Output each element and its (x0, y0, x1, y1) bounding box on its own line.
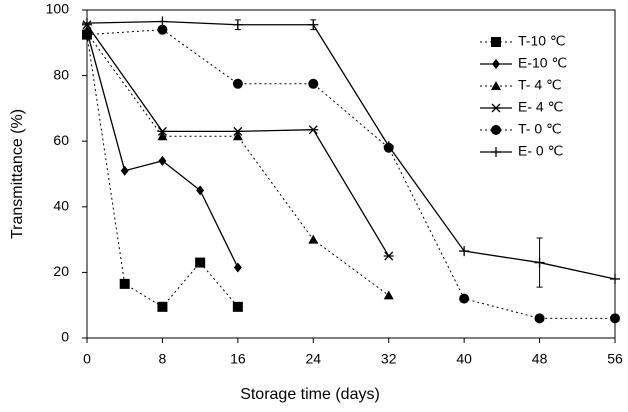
x-tick-label: 56 (607, 351, 623, 367)
marker (459, 246, 470, 257)
legend-label: T- 4 ℃ (518, 77, 562, 93)
y-tick-label: 100 (46, 1, 70, 17)
marker (157, 24, 168, 35)
marker (308, 19, 319, 30)
series-line (86, 31, 239, 268)
legend-label: E- 4 ℃ (518, 99, 563, 115)
x-tick-label: 0 (83, 351, 91, 367)
marker (491, 103, 501, 113)
y-tick-label: 80 (53, 66, 69, 82)
marker (157, 16, 168, 27)
marker (120, 165, 129, 176)
marker (232, 78, 243, 89)
marker (195, 257, 206, 268)
legend-label: T-10 ℃ (518, 33, 566, 49)
x-tick-label: 16 (230, 351, 246, 367)
marker (82, 29, 92, 40)
series-line (86, 20, 616, 280)
marker (383, 251, 394, 261)
legend-label: E-10 ℃ (518, 55, 567, 71)
marker (610, 273, 620, 284)
legend-label: E- 0 ℃ (518, 143, 563, 159)
legend-label: T- 0 ℃ (518, 121, 562, 137)
marker (308, 78, 319, 89)
marker (459, 293, 470, 304)
marker (383, 290, 394, 300)
marker (232, 301, 243, 312)
y-tick-label: 40 (53, 198, 69, 214)
marker (610, 313, 620, 324)
marker (383, 141, 394, 152)
marker (232, 126, 243, 136)
marker (534, 257, 545, 268)
y-tick-label: 20 (53, 263, 69, 279)
marker (157, 131, 168, 141)
y-tick-label: 60 (53, 132, 69, 148)
marker (308, 234, 319, 244)
y-axis-label: Transmittance (%) (9, 109, 26, 239)
series-line (86, 29, 615, 319)
series-line (86, 34, 239, 308)
marker (232, 19, 243, 30)
marker (158, 155, 167, 166)
marker (233, 262, 242, 273)
marker (491, 125, 501, 135)
marker (491, 147, 501, 157)
x-axis-label: Storage time (days) (240, 386, 380, 403)
marker (534, 313, 545, 324)
marker (232, 131, 243, 141)
x-tick-label: 48 (532, 351, 548, 367)
y-tick-label: 0 (61, 329, 69, 345)
series-line (86, 24, 390, 257)
marker (157, 126, 168, 136)
marker (119, 278, 130, 289)
series-line (86, 32, 390, 296)
marker (308, 125, 319, 135)
marker (82, 18, 92, 29)
x-tick-label: 24 (305, 351, 321, 367)
marker (492, 59, 500, 69)
marker (157, 301, 168, 312)
x-tick-label: 32 (381, 351, 397, 367)
plot-frame (86, 9, 616, 339)
x-tick-label: 40 (456, 351, 472, 367)
marker (491, 81, 501, 90)
x-tick-label: 8 (159, 351, 167, 367)
marker (491, 37, 501, 47)
marker (196, 185, 205, 196)
